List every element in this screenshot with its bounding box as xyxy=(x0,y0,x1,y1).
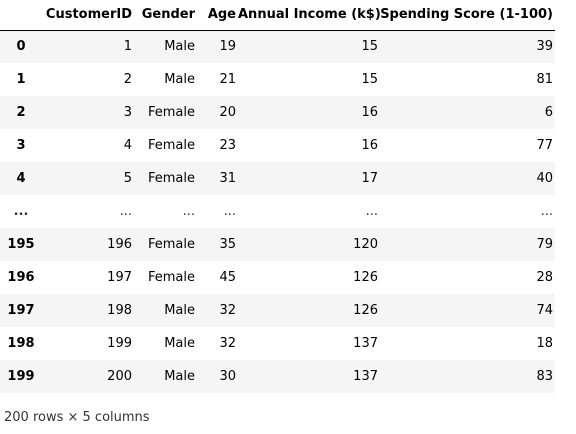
table-row: 2 3 Female 20 16 6 xyxy=(0,96,555,129)
table-row: 1 2 Male 21 15 81 xyxy=(0,63,555,96)
cell-gender: Male xyxy=(164,336,195,351)
cell-annual-income: 15 xyxy=(361,72,378,87)
table-row: 3 4 Female 23 16 77 xyxy=(0,129,555,162)
dataframe-output: CustomerID Gender Age Annual Income (k$)… xyxy=(0,0,555,393)
cell-customerid: 3 xyxy=(123,105,132,120)
column-header-gender: Gender xyxy=(134,0,197,31)
dataframe-shape-summary: 200 rows × 5 columns xyxy=(4,410,150,425)
index-header xyxy=(0,0,42,31)
cell-spending-score: 81 xyxy=(536,72,553,87)
cell-customerid: 197 xyxy=(107,270,132,285)
cell-customerid: 5 xyxy=(123,171,132,186)
cell-gender: Female xyxy=(147,171,195,186)
cell-age: 30 xyxy=(219,369,236,384)
row-index: 2 xyxy=(16,105,26,120)
cell-age: 19 xyxy=(219,39,236,55)
cell-spending-score: 6 xyxy=(544,105,553,120)
table-row: 196 197 Female 45 126 28 xyxy=(0,261,555,294)
cell-gender: Male xyxy=(164,39,195,55)
cell-age: 45 xyxy=(219,270,236,285)
row-index: 0 xyxy=(16,39,26,55)
cell-customerid: 1 xyxy=(123,39,132,55)
row-index: 195 xyxy=(7,237,35,252)
row-index: 1 xyxy=(16,72,26,87)
cell-spending-score: 77 xyxy=(536,138,553,153)
table-row: 195 196 Female 35 120 79 xyxy=(0,228,555,261)
table-body: 0 1 Male 19 15 39 1 2 Male 21 15 81 2 3 Female 20 16 6 3 4 F… xyxy=(0,30,555,393)
row-index: 3 xyxy=(16,138,26,153)
cell-annual-income: 126 xyxy=(353,303,378,318)
cell-age: 32 xyxy=(219,303,236,318)
cell-customerid: 200 xyxy=(107,369,132,384)
column-header-annual-income: Annual Income (k$) xyxy=(238,0,380,31)
cell-gender: Female xyxy=(147,237,195,252)
dataframe-table: CustomerID Gender Age Annual Income (k$)… xyxy=(0,0,555,393)
cell-spending-score: 83 xyxy=(536,369,553,384)
cell-spending-score: 74 xyxy=(536,303,553,318)
cell-age: 31 xyxy=(219,171,236,186)
cell-spending-score: 79 xyxy=(536,237,553,252)
column-header-customerid: CustomerID xyxy=(42,0,134,31)
cell-annual-income: 16 xyxy=(361,105,378,120)
cell-gender: Male xyxy=(164,72,195,87)
cell-customerid: 196 xyxy=(107,237,132,252)
cell-age: 23 xyxy=(219,138,236,153)
table-row: 4 5 Female 31 17 40 xyxy=(0,162,555,195)
cell-annual-income: 16 xyxy=(361,138,378,153)
cell-annual-income: 15 xyxy=(361,39,378,55)
row-index: 4 xyxy=(16,171,26,186)
row-index: 196 xyxy=(7,270,35,285)
cell-spending-score: 28 xyxy=(536,270,553,285)
row-index: 199 xyxy=(7,369,35,384)
cell-age: 21 xyxy=(219,72,236,87)
cell-customerid: 4 xyxy=(123,138,132,153)
cell-age: ... xyxy=(223,204,236,219)
row-index: ... xyxy=(13,204,29,219)
cell-gender: Female xyxy=(147,270,195,285)
row-index: 197 xyxy=(7,303,35,318)
table-row: 197 198 Male 32 126 74 xyxy=(0,294,555,327)
cell-gender: Female xyxy=(147,138,195,153)
cell-spending-score: 39 xyxy=(536,39,553,55)
cell-annual-income: 137 xyxy=(353,336,378,351)
header-row: CustomerID Gender Age Annual Income (k$)… xyxy=(0,0,555,31)
column-header-age: Age xyxy=(197,0,238,31)
cell-gender: Female xyxy=(147,105,195,120)
cell-gender: ... xyxy=(182,204,195,219)
row-index: 198 xyxy=(7,336,35,351)
cell-age: 32 xyxy=(219,336,236,351)
cell-annual-income: ... xyxy=(365,204,378,219)
cell-annual-income: 137 xyxy=(353,369,378,384)
cell-annual-income: 120 xyxy=(353,237,378,252)
cell-customerid: 199 xyxy=(107,336,132,351)
cell-customerid: 198 xyxy=(107,303,132,318)
cell-spending-score: 18 xyxy=(536,336,553,351)
cell-annual-income: 17 xyxy=(361,171,378,186)
table-row: 0 1 Male 19 15 39 xyxy=(0,30,555,63)
cell-age: 35 xyxy=(219,237,236,252)
table-row: 198 199 Male 32 137 18 xyxy=(0,327,555,360)
cell-customerid: 2 xyxy=(123,72,132,87)
cell-spending-score: 40 xyxy=(536,171,553,186)
table-row: 199 200 Male 30 137 83 xyxy=(0,360,555,393)
table-row: .................. xyxy=(0,195,555,228)
cell-spending-score: ... xyxy=(540,204,553,219)
cell-customerid: ... xyxy=(119,204,132,219)
column-header-spending-score: Spending Score (1-100) xyxy=(380,0,555,31)
cell-gender: Male xyxy=(164,369,195,384)
cell-annual-income: 126 xyxy=(353,270,378,285)
table-header: CustomerID Gender Age Annual Income (k$)… xyxy=(0,0,555,31)
cell-gender: Male xyxy=(164,303,195,318)
cell-age: 20 xyxy=(219,105,236,120)
